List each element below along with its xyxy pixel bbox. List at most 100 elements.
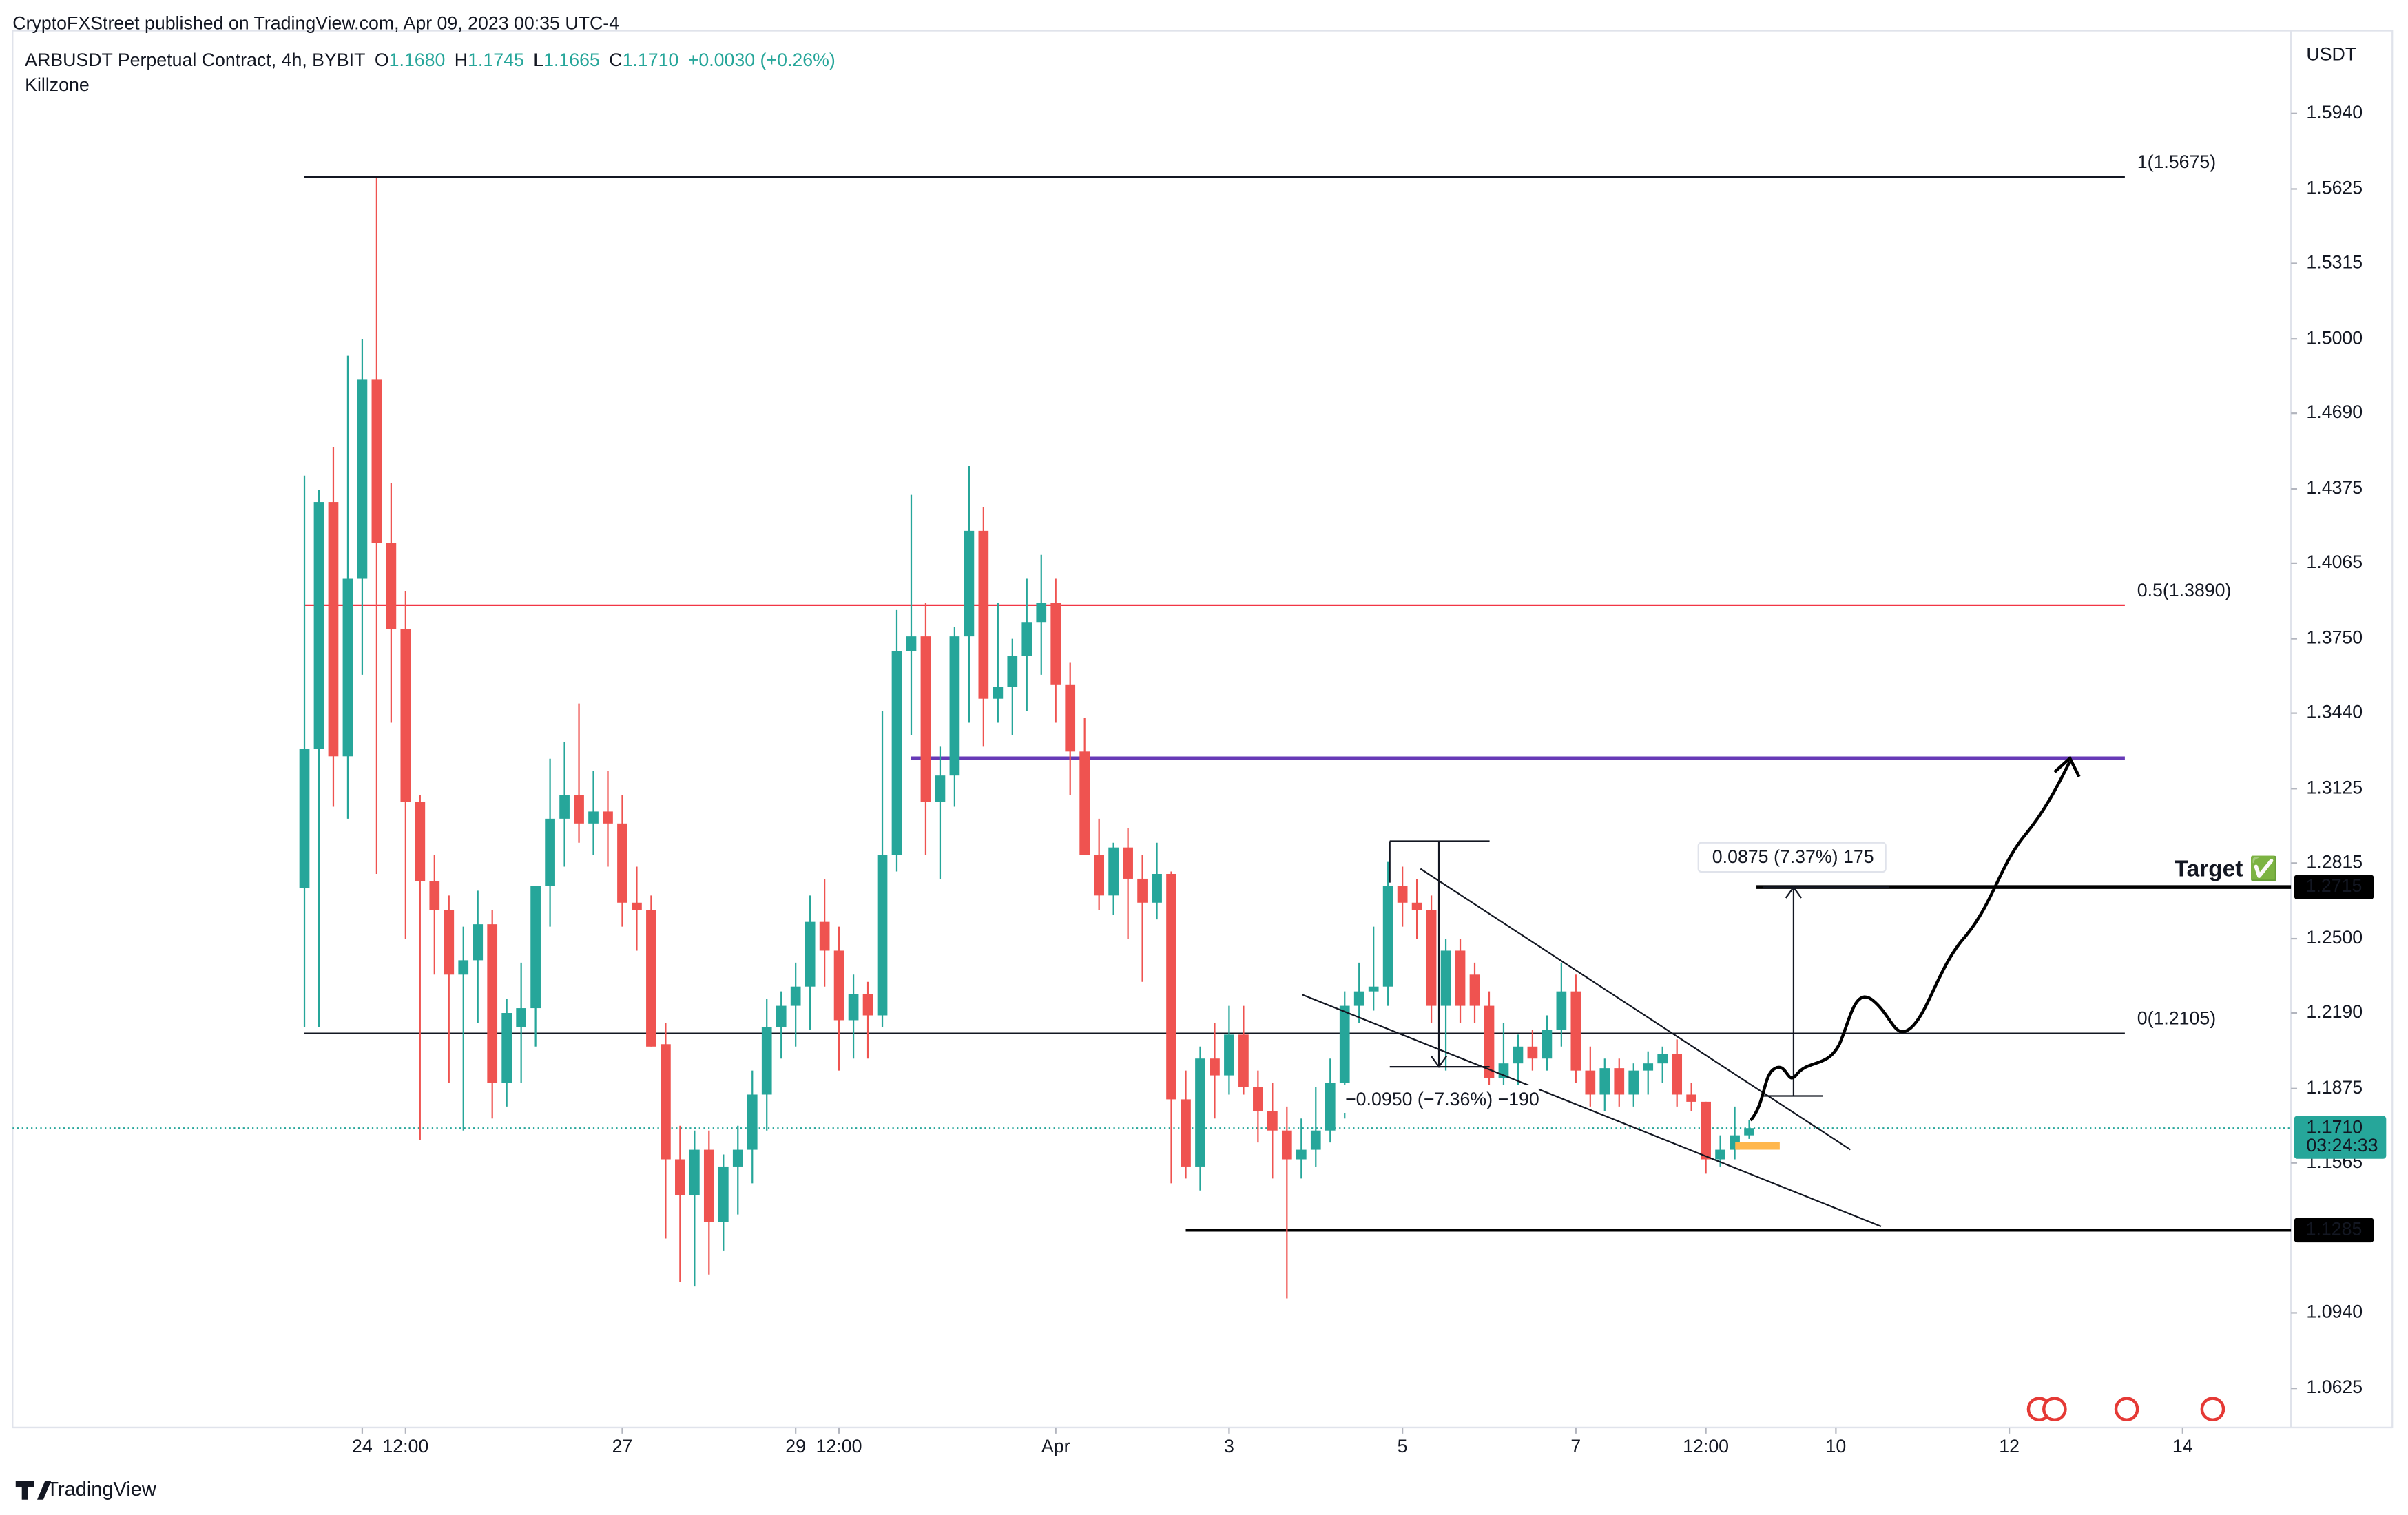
candle-body — [444, 910, 455, 975]
y-tick-label: 1.2500 — [2306, 927, 2363, 948]
ohlc-value: 1.1745 — [468, 50, 524, 70]
candle-body — [1021, 622, 1032, 656]
candle-body — [1368, 986, 1379, 992]
x-tick-label: 27 — [612, 1436, 633, 1456]
y-tick-label: 1.5625 — [2306, 178, 2363, 198]
candle-body — [1339, 1005, 1350, 1083]
event-icon[interactable] — [2042, 1397, 2067, 1422]
candle-body — [1455, 950, 1466, 1006]
candle-body — [1079, 751, 1090, 855]
y-tick-label: 1.3440 — [2306, 702, 2363, 722]
candle-body — [1253, 1087, 1263, 1111]
candle-body — [906, 636, 917, 651]
price-mark-label: 1.2715 — [2306, 875, 2363, 896]
candle-body — [400, 629, 411, 802]
candle-body — [487, 924, 498, 1083]
last-price-label: 1.1710 — [2306, 1116, 2363, 1137]
candle-body — [964, 530, 975, 637]
fib-label: 0(1.2105) — [2137, 1008, 2216, 1029]
candle-body — [1440, 950, 1451, 1006]
marks — [12, 112, 2298, 1434]
price-mark-box — [2294, 1218, 2374, 1243]
last-price-box — [2294, 1116, 2387, 1159]
y-tick-label: 1.0940 — [2306, 1302, 2363, 1322]
y-tick-label: 1.5000 — [2306, 327, 2363, 348]
y-tick-label: 1.4690 — [2306, 401, 2363, 422]
candle-body — [891, 651, 902, 855]
candle-body — [1643, 1063, 1654, 1071]
candle-body — [935, 775, 946, 802]
candle-body — [1715, 1149, 1725, 1160]
candle-body — [1469, 974, 1480, 1006]
ohlc-key: C — [609, 50, 622, 70]
candle-body — [1614, 1068, 1625, 1095]
y-tick-label: 1.4375 — [2306, 477, 2363, 498]
wedge-upper — [1420, 868, 1851, 1151]
candle-body — [313, 502, 324, 749]
countdown: 03:24:33 — [2306, 1135, 2378, 1156]
currency: USDT — [2306, 43, 2356, 64]
candle-body — [877, 855, 888, 1016]
measure-label: −0.0950 (−7.36%) −190 — [1345, 1089, 1539, 1109]
measure-arrow — [1785, 886, 1802, 899]
x-tick-label: 3 — [1224, 1436, 1234, 1456]
candle-body — [1108, 847, 1119, 896]
event-icon[interactable] — [2200, 1397, 2225, 1422]
ohlc-key: H — [455, 50, 468, 70]
candle-body — [1411, 902, 1422, 910]
candle-body — [559, 795, 570, 819]
candle-body — [1701, 1101, 1711, 1160]
candle-body — [299, 749, 310, 888]
candle-body — [617, 823, 627, 903]
candle-body — [1628, 1070, 1639, 1095]
candle-body — [993, 687, 1004, 699]
candle-body — [458, 960, 469, 975]
target-label: Target ✅ — [2175, 855, 2279, 882]
candle-body — [1426, 910, 1437, 1006]
fib-label: 0.5(1.3890) — [2137, 580, 2232, 600]
candle-body — [386, 543, 397, 629]
candle-body — [1325, 1083, 1336, 1131]
candle-body — [1152, 873, 1162, 903]
candle-body — [1224, 1034, 1234, 1076]
x-tick-label: 29 — [785, 1436, 806, 1456]
y-tick-label: 1.5940 — [2306, 102, 2363, 123]
candle-body — [1397, 886, 1408, 903]
candle-body — [1166, 873, 1176, 1100]
projection-path — [1749, 760, 2072, 1122]
candle-body — [1281, 1130, 1292, 1160]
y-tick-label: 1.3750 — [2306, 627, 2363, 648]
x-tick-label: 12 — [1999, 1436, 2020, 1456]
candle-body — [1382, 886, 1393, 987]
candle-body — [1238, 1034, 1249, 1088]
ohlc-value: 1.1710 — [623, 50, 679, 70]
candle-body — [371, 379, 382, 543]
candle-body — [1744, 1128, 1754, 1136]
ohlc-value: 1.1680 — [389, 50, 446, 70]
candle-body — [429, 881, 440, 910]
candle-body — [1267, 1111, 1278, 1131]
symbol: ARBUSDT Perpetual Contract, 4h, BYBIT — [25, 50, 365, 70]
publisher: CryptoFXStreet published on TradingView.… — [12, 13, 619, 34]
y-tick-label: 1.2815 — [2306, 851, 2363, 872]
candle-body — [1353, 991, 1364, 1006]
candle-body — [1657, 1054, 1668, 1064]
y-tick-label: 1.4065 — [2306, 552, 2363, 572]
candle-body — [328, 502, 339, 757]
x-tick-label: 10 — [1826, 1436, 1847, 1456]
candle-body — [1484, 1005, 1495, 1078]
candle-body — [978, 530, 989, 699]
candle-body — [1527, 1046, 1538, 1059]
candle-body — [761, 1027, 772, 1095]
candle-body — [516, 1008, 526, 1027]
x-tick-label: 12:00 — [816, 1436, 862, 1456]
event-icon[interactable] — [2114, 1397, 2139, 1422]
y-tick-label: 1.5315 — [2306, 252, 2363, 273]
candle-body — [1195, 1058, 1205, 1167]
measure-label-box — [1339, 1085, 1539, 1114]
candle-body — [574, 795, 584, 824]
change: +0.0030 (+0.26%) — [688, 50, 835, 70]
candle-body — [1007, 655, 1018, 687]
candle-body — [1585, 1070, 1596, 1095]
